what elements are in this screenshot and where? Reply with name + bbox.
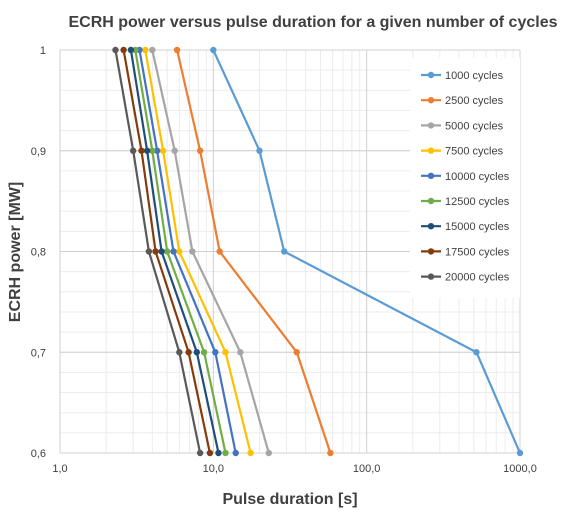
- data-point: [196, 147, 204, 154]
- legend-marker: [427, 248, 435, 255]
- data-point: [153, 147, 161, 154]
- data-point: [256, 147, 263, 154]
- legend-item: 10000 cycles: [421, 171, 510, 183]
- legend-label: 20000 cycles: [445, 272, 510, 284]
- data-point: [145, 248, 153, 255]
- legend-marker: [427, 71, 435, 79]
- series-7: [127, 46, 222, 457]
- legend-item: 12500 cycles: [421, 196, 510, 208]
- data-point: [293, 349, 300, 356]
- y-tick-label: 0,7: [31, 347, 46, 359]
- data-point: [129, 147, 137, 154]
- y-tick-label: 0,9: [31, 146, 46, 158]
- legend: 1000 cycles 2500 cycles 5000 cycles 7500 cy…: [421, 70, 510, 284]
- data-point: [163, 248, 171, 255]
- data-point: [237, 349, 244, 356]
- legend-marker: [427, 147, 435, 154]
- legend-item: 17500 cycles: [421, 246, 510, 258]
- data-point: [152, 248, 159, 255]
- series-9: [112, 46, 204, 457]
- legend-label: 5000 cycles: [445, 120, 504, 132]
- y-tick-label: 0,8: [31, 247, 46, 259]
- data-point: [265, 449, 272, 457]
- data-point: [149, 147, 156, 154]
- chart-title: ECRH power versus pulse duration for a g…: [68, 14, 557, 31]
- data-point: [176, 349, 183, 356]
- data-point: [200, 349, 208, 356]
- data-point: [222, 449, 229, 457]
- data-point: [216, 248, 223, 255]
- legend-marker: [427, 97, 435, 104]
- series-6: [132, 46, 229, 457]
- data-point: [142, 46, 149, 54]
- data-point: [516, 449, 524, 457]
- data-point: [170, 248, 177, 255]
- data-point: [158, 248, 165, 255]
- data-point: [185, 349, 192, 356]
- x-tick-labels: 1,0 10,0 100,0 1000,0: [52, 463, 536, 475]
- legend-label: 12500 cycles: [445, 196, 510, 208]
- x-tick-label: 1,0: [52, 463, 67, 475]
- legend-item: 5000 cycles: [421, 120, 504, 132]
- legend-label: 15000 cycles: [445, 221, 510, 233]
- x-tick-label: 100,0: [353, 463, 381, 475]
- legend-marker: [427, 197, 435, 205]
- data-point: [222, 349, 229, 356]
- data-point: [143, 147, 151, 154]
- legend-label: 2500 cycles: [445, 95, 504, 107]
- data-point: [212, 349, 219, 356]
- series-1: [210, 46, 524, 457]
- legend-box: [410, 58, 520, 298]
- series-group: [112, 46, 524, 457]
- y-axis-label: ECRH power [MW]: [7, 182, 24, 322]
- data-point: [149, 46, 156, 54]
- data-point: [473, 349, 480, 356]
- data-point: [159, 147, 167, 154]
- data-point: [132, 46, 139, 54]
- legend-marker: [427, 172, 435, 179]
- data-point: [196, 449, 204, 457]
- series-3: [149, 46, 272, 457]
- legend-item: 1000 cycles: [421, 70, 504, 82]
- legend-marker: [427, 223, 435, 230]
- legend-item: 15000 cycles: [421, 221, 510, 233]
- legend-marker: [427, 273, 435, 280]
- data-point: [173, 46, 181, 54]
- y-tick-labels: 0,6 0,7 0,8 0,9 1: [31, 45, 46, 460]
- data-point: [127, 46, 135, 54]
- data-point: [232, 449, 239, 457]
- x-axis-label: Pulse duration [s]: [222, 491, 357, 508]
- data-point: [120, 46, 127, 54]
- data-point: [171, 147, 178, 154]
- legend-marker: [427, 122, 435, 129]
- data-point: [189, 248, 196, 255]
- series-2: [173, 46, 334, 457]
- data-point: [215, 449, 222, 457]
- legend-item: 2500 cycles: [421, 95, 504, 107]
- legend-label: 17500 cycles: [445, 246, 510, 258]
- legend-label: 10000 cycles: [445, 171, 510, 183]
- legend-label: 1000 cycles: [445, 70, 504, 82]
- y-tick-label: 0,6: [31, 448, 46, 460]
- data-point: [138, 147, 145, 154]
- legend-label: 7500 cycles: [445, 146, 504, 158]
- x-tick-label: 1000,0: [503, 463, 537, 475]
- x-tick-label: 10,0: [203, 463, 224, 475]
- data-point: [210, 46, 217, 54]
- data-point: [281, 248, 288, 255]
- data-point: [193, 349, 200, 356]
- data-point: [176, 248, 183, 255]
- data-point: [327, 449, 334, 457]
- data-point: [247, 449, 254, 457]
- legend-item: 7500 cycles: [421, 146, 504, 158]
- series-4: [142, 46, 254, 457]
- legend-item: 20000 cycles: [421, 272, 510, 284]
- y-tick-label: 1: [40, 45, 46, 57]
- series-8: [120, 46, 214, 457]
- data-point: [112, 46, 119, 54]
- data-point: [206, 449, 214, 457]
